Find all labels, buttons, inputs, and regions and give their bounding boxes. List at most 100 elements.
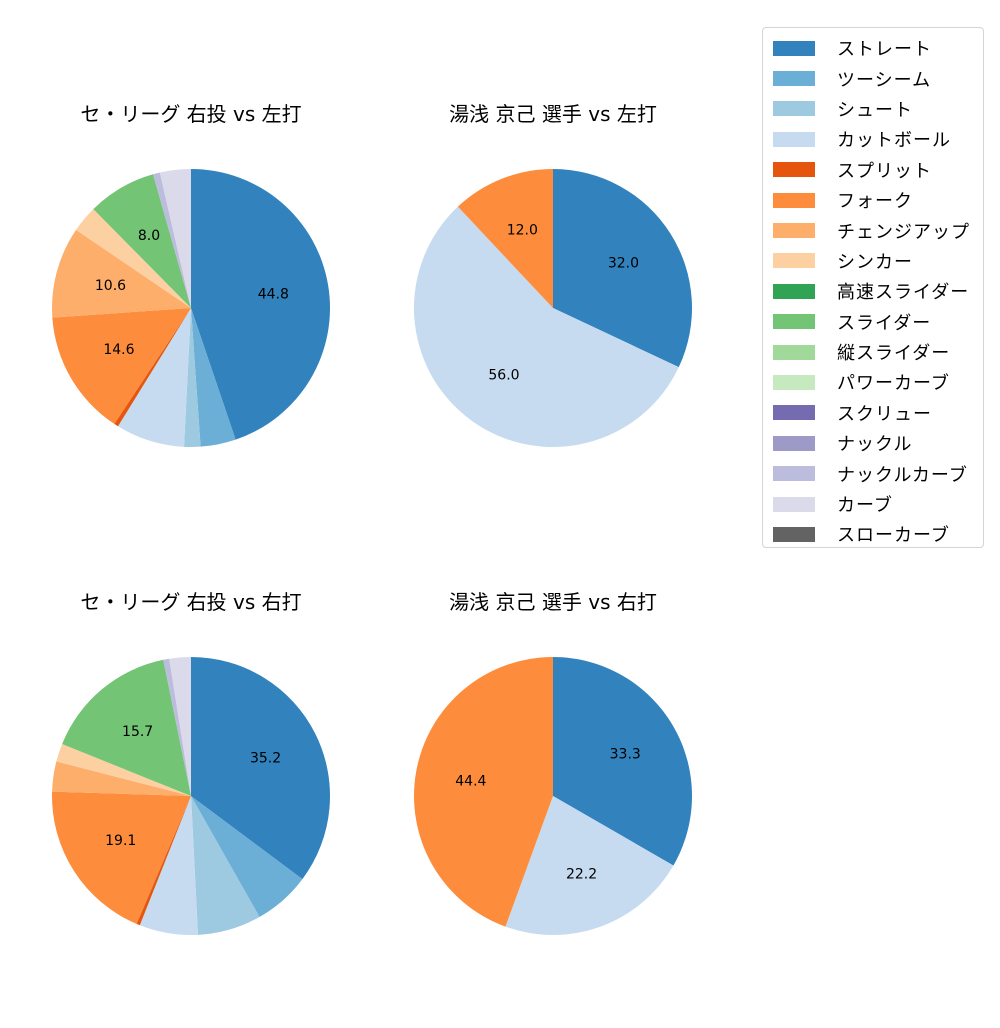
legend-swatch [773,253,815,269]
chart-title: 湯浅 京己 選手 vs 左打 [449,102,657,126]
pie-slice [139,796,198,935]
pie-slice [184,308,201,447]
pie-chart: 32.0 56.0 12.0 [414,169,692,447]
pie-slice [136,796,191,926]
slice-percentage-label: 22.2 [566,866,597,882]
legend-item-two-seam: ツーシーム [773,63,983,93]
pie-panel-player-vs-left: 湯浅 京己 選手 vs 左打 32.0 56.0 12.0 [383,100,723,540]
slice-percentage-label: 8.0 [138,228,160,244]
pie-slice [163,658,191,796]
legend-swatch [773,344,815,360]
legend-swatch [773,71,815,87]
legend-label: スローカーブ [837,525,950,547]
pie-slice [118,308,191,447]
legend-item-changeup: チェンジアップ [773,215,983,245]
pie-slice [52,791,192,924]
legend-swatch [773,131,815,147]
slice-percentage-label: 56.0 [488,367,519,383]
pie-slice [414,657,553,927]
chart-title: セ・リーグ 右投 vs 左打 [80,102,302,126]
slice-percentage-label: 15.7 [122,724,153,740]
pie-panel-league-vs-right: セ・リーグ 右投 vs 右打 35.2 19.1 15.7 [21,588,361,1028]
pie-chart: 33.3 22.2 44.4 [414,657,692,935]
legend-swatch [773,40,815,56]
pie-slice [52,308,191,424]
slice-percentage-label: 14.6 [103,342,134,358]
legend-label: スプリット [837,160,932,182]
pie-slice [191,169,331,440]
pie-slice [553,657,692,866]
slice-percentage-label: 32.0 [608,255,639,271]
legend-label: ツーシーム [837,69,932,91]
slice-percentage-label: 10.6 [95,278,126,294]
legend-item-sinker: シンカー [773,246,983,276]
legend-swatch [773,405,815,421]
slice-percentage-label: 44.4 [455,774,486,790]
slice-percentage-label: 35.2 [250,751,281,767]
pie-panel-league-vs-left: セ・リーグ 右投 vs 左打 44.8 14.6 10.6 8.0 [21,100,361,540]
pie-slice [62,659,191,796]
pie-slice [52,761,191,796]
legend-item-fast-slider: 高速スライダー [773,276,983,306]
legend-label: カットボール [837,130,951,152]
legend-item-knuckle-curve: ナックルカーブ [773,458,983,488]
pie-slice [159,169,191,308]
legend-label: スクリュー [837,403,932,425]
pie-slice [169,657,191,796]
legend-swatch [773,283,815,299]
legend-item-power-curve: パワーカーブ [773,367,983,397]
pie-panel-player-vs-right: 湯浅 京己 選手 vs 右打 33.3 22.2 44.4 [383,588,723,1028]
legend-swatch [773,223,815,239]
legend-label: シュート [837,99,913,121]
legend-label: フォーク [837,191,913,213]
legend-item-knuckle: ナックル [773,428,983,458]
chart-title: セ・リーグ 右投 vs 右打 [80,590,302,614]
pie-slice [191,796,260,935]
legend-swatch [773,526,815,542]
slice-percentage-label: 12.0 [507,222,538,238]
legend-label: ストレート [837,39,932,61]
pie-slice [191,796,303,917]
legend-label: 縦スライダー [837,343,951,365]
legend-label: 高速スライダー [837,282,970,304]
pie-slice [505,796,674,935]
slice-percentage-label: 44.8 [258,286,289,302]
legend-item-straight: ストレート [773,33,983,63]
pie-slice [76,209,191,308]
slice-percentage-label: 19.1 [105,833,136,849]
pie-slice [191,308,236,447]
legend-swatch [773,374,815,390]
pie-slice [52,229,191,318]
legend-item-slider: スライダー [773,307,983,337]
legend-label: シンカー [837,251,913,273]
pie-slice [56,744,191,796]
legend-swatch [773,101,815,117]
legend-swatch [773,314,815,330]
legend-swatch [773,435,815,451]
pie-chart: 35.2 19.1 15.7 [52,657,330,935]
legend-item-shoot: シュート [773,94,983,124]
legend-swatch [773,466,815,482]
legend-item-splitter: スプリット [773,155,983,185]
pie-slice [553,169,692,368]
legend: ストレート ツーシーム シュート カットボール スプリット フォーク チェンジア… [762,27,984,548]
legend-label: ナックルカーブ [837,464,968,486]
pie-slice [457,169,553,308]
slice-percentage-label: 33.3 [610,746,641,762]
legend-item-screwball: スクリュー [773,398,983,428]
pie-slice [153,172,191,308]
pie-slice [191,657,330,880]
legend-item-fork: フォーク [773,185,983,215]
legend-label: スライダー [837,312,932,334]
legend-swatch [773,162,815,178]
legend-label: チェンジアップ [837,221,970,243]
pie-slice [414,206,679,447]
legend-label: カーブ [837,495,893,517]
pie-chart: 44.8 14.6 10.6 8.0 [52,169,331,447]
legend-item-cutter: カットボール [773,124,983,154]
legend-label: パワーカーブ [837,373,950,395]
legend-item-slow-curve: スローカーブ [773,519,983,549]
legend-swatch [773,496,815,512]
pie-slice [114,308,191,427]
legend-label: ナックル [837,434,913,456]
